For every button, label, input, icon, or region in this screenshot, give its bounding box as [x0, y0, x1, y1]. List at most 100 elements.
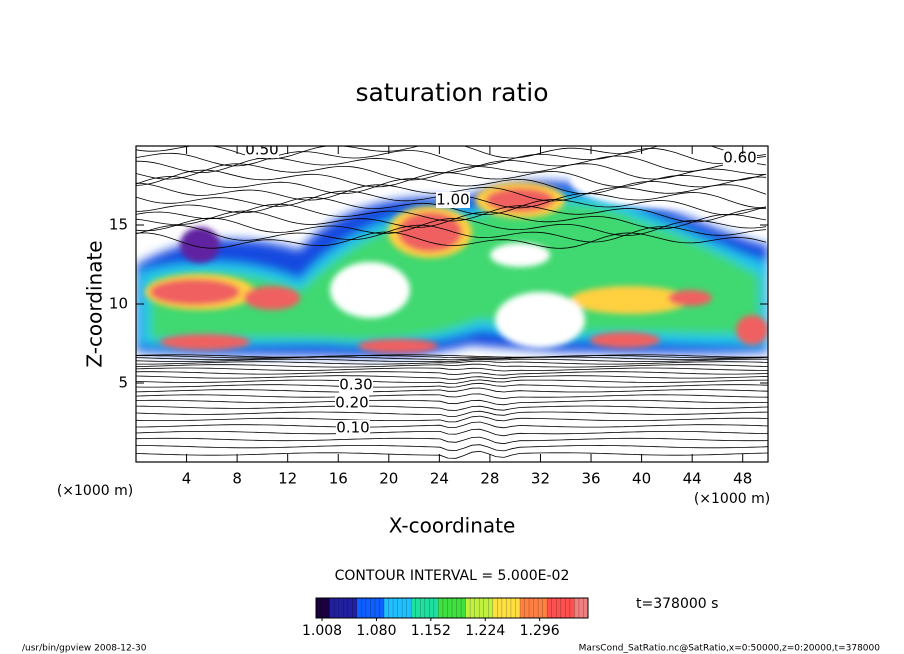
contour-line — [136, 415, 768, 423]
colorbar-cell — [470, 598, 475, 618]
contour-line — [136, 444, 768, 452]
x-tick-label: 36 — [581, 470, 600, 488]
contour-line — [136, 356, 768, 361]
colorbar-cell — [515, 598, 521, 618]
label-bg — [723, 150, 757, 166]
contour-label: 0.30 — [339, 376, 372, 394]
footer-right: MarsCond_SatRatio.nc@SatRatio,x=0:50000,… — [579, 644, 881, 654]
x-tick-label: 20 — [379, 470, 398, 488]
label-bg — [245, 146, 279, 158]
contour-interval: CONTOUR INTERVAL = 5.000E-02 — [335, 568, 570, 584]
colorbar-cell — [529, 598, 534, 618]
contour-line — [136, 355, 768, 359]
contour-line — [136, 421, 768, 429]
contour-line — [136, 147, 767, 167]
x-tick-label: 28 — [480, 470, 499, 488]
contour-line — [136, 410, 768, 417]
field: 0.10 0.200.30 0.50 0.60 1.00 — [136, 141, 768, 459]
colorbar-cell — [497, 598, 503, 618]
contour-line — [136, 231, 767, 249]
x-tick-label: 16 — [329, 470, 348, 488]
colorbar-cell — [374, 598, 380, 618]
colorbar-cell — [442, 598, 448, 618]
colorbar-cell — [574, 598, 580, 618]
colorbar-cell — [538, 598, 543, 618]
x-tick-label: 12 — [278, 470, 297, 488]
y-axis-label: Z-coordinate — [83, 240, 107, 367]
colorbar-cell — [547, 598, 553, 618]
x-tick-label: 48 — [733, 470, 752, 488]
colorbar-cell — [334, 598, 339, 618]
colorbar-cell — [393, 598, 398, 618]
y-tick-label: 15 — [109, 216, 128, 234]
colorbar-cell — [325, 598, 330, 618]
contour-line — [136, 428, 768, 437]
x-tick-label: 8 — [232, 470, 242, 488]
x-tick-label: 24 — [430, 470, 449, 488]
contour-line — [136, 360, 768, 365]
contour-line — [136, 375, 768, 380]
label-bg — [436, 192, 470, 208]
colorbar-cell — [565, 598, 571, 618]
colorbar-cell — [456, 598, 462, 618]
chart-title: saturation ratio — [355, 78, 548, 107]
time-label: t=378000 s — [636, 596, 718, 612]
footer-left: /usr/bin/gpview 2008-12-30 — [22, 644, 147, 654]
colorbar-cell — [397, 598, 403, 618]
x-tick-label: 44 — [683, 470, 702, 488]
contour-line — [136, 163, 767, 181]
y-tick-label: 5 — [118, 374, 128, 392]
contour-line — [136, 371, 768, 376]
contour-line — [136, 379, 768, 384]
colorbar-cell — [347, 598, 353, 618]
contour-line — [136, 169, 767, 188]
colorbar-tick-label: 1.080 — [356, 623, 396, 639]
colorbar-cell — [438, 598, 444, 618]
colorbar-cell — [488, 598, 494, 618]
y-tick-label: 10 — [109, 295, 128, 313]
contour-line — [136, 354, 768, 358]
contour-label: 0.10 — [336, 419, 369, 437]
colorbar-frame — [315, 597, 589, 619]
contour-line — [136, 176, 767, 195]
colorbar-cell — [343, 598, 349, 618]
colorbar-cell — [560, 598, 566, 618]
colorbar-cell — [379, 598, 385, 618]
label-bg — [335, 395, 369, 411]
colorbar-cell — [415, 598, 421, 618]
colorbar-cell — [402, 598, 407, 618]
colorbar-cell — [461, 598, 466, 618]
contour-line — [136, 146, 767, 160]
colorbar-cell — [384, 598, 389, 618]
colorbar-tick-label: 1.152 — [411, 623, 451, 639]
contour-line — [136, 387, 768, 393]
colorbar-cell — [578, 598, 584, 618]
contour-line — [136, 367, 768, 372]
colorbar-cell — [556, 598, 562, 618]
label-bg — [336, 420, 370, 436]
contour-label: 0.50 — [245, 141, 278, 159]
colorbar-cell — [506, 598, 512, 618]
label-bg — [339, 377, 373, 393]
colorbar-cell — [433, 598, 439, 618]
colorbar-cell — [510, 598, 516, 618]
colorbar-cell — [520, 598, 525, 618]
contour-line — [136, 224, 767, 243]
colorbar-cell — [474, 598, 480, 618]
colorbar-cell — [338, 598, 344, 618]
colorbar-cell — [352, 598, 358, 618]
colorbar-cell — [361, 598, 367, 618]
colorbar-cell — [370, 598, 376, 618]
contour-label: 0.20 — [335, 394, 368, 412]
colorbar-tick-label: 1.008 — [302, 623, 342, 639]
colorbar-cell — [483, 598, 489, 618]
contour-line — [136, 363, 768, 368]
colorbar-cell — [479, 598, 485, 618]
colorbar-cell — [551, 598, 557, 618]
colorbar-cell — [406, 598, 412, 618]
colorbar-cell — [524, 598, 530, 618]
colorbar-cell — [329, 598, 335, 618]
x-tick-label: 40 — [632, 470, 651, 488]
colorbar-cell — [533, 598, 539, 618]
contour-line — [136, 436, 768, 445]
